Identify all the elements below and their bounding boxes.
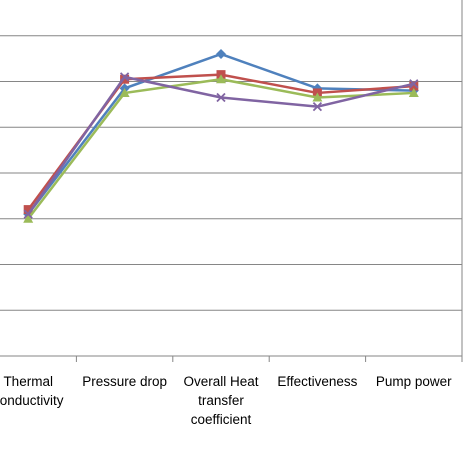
data-point [312, 102, 323, 112]
data-point [312, 92, 323, 102]
x-tick-label: Pressure drop [82, 374, 167, 389]
data-point [409, 79, 419, 89]
series-4 [23, 72, 419, 219]
x-tick-label-line: Pump power [376, 374, 452, 389]
x-tick-label-line: Thermal [3, 374, 53, 389]
x-tick-label-line: coefficient [191, 412, 252, 427]
data-point [119, 87, 130, 97]
x-tick-label: Thermal conductivity [0, 374, 64, 408]
data-point [120, 74, 130, 84]
series-3 [23, 74, 419, 223]
x-tick-label-line: Overall Heat [183, 374, 258, 389]
x-tick-label-line: Effectiveness [277, 374, 357, 389]
data-point [216, 49, 226, 60]
x-tick-label-line: Pressure drop [82, 374, 167, 389]
data-point [23, 205, 33, 215]
data-point [408, 87, 419, 97]
data-point [216, 74, 226, 84]
x-tick-label-line: transfer [198, 393, 244, 408]
x-tick-label: Effectiveness [277, 374, 357, 389]
x-tick-label: Overall Heat transfer coefficient [183, 374, 258, 427]
category-labels: Thermal conductivity Pressure drop Overall … [0, 374, 452, 427]
data-point [216, 92, 226, 103]
data-point [409, 81, 419, 91]
data-point [23, 209, 33, 219]
data-point [119, 72, 130, 82]
data-point [23, 213, 34, 223]
axes [0, 0, 463, 362]
x-tick-label-line: conductivity [0, 393, 64, 408]
series-line [27, 77, 414, 220]
series-layer [23, 49, 419, 223]
x-tick-label: Pump power [376, 374, 452, 389]
